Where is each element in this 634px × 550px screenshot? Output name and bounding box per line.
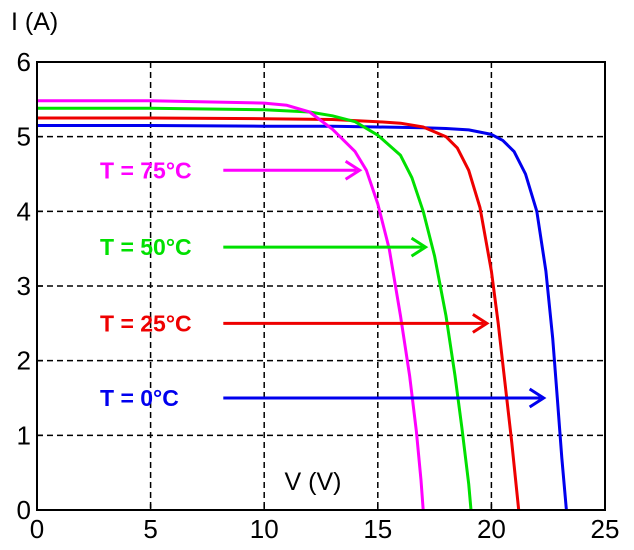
x-tick-label: 20 <box>477 514 506 544</box>
y-tick-label: 1 <box>17 420 31 450</box>
annotation-arrowhead <box>528 387 547 409</box>
y-tick-label: 2 <box>17 346 31 376</box>
y-tick-label: 4 <box>17 196 31 226</box>
x-tick-label: 25 <box>591 514 620 544</box>
annotation-layer: T = 75°C T = 50°C T = 25°C T = 0°C <box>100 157 547 411</box>
annotation-label: T = 75°C <box>100 157 192 183</box>
y-axis-label: I (A) <box>11 8 58 36</box>
y-tick-label: 3 <box>17 271 31 301</box>
series-layer <box>37 99 568 511</box>
x-tick-label: 10 <box>250 514 279 544</box>
x-tick-label: 15 <box>363 514 392 544</box>
x-axis-label: V (V) <box>285 468 342 496</box>
series-line-2 <box>37 106 473 511</box>
annotation-label: T = 0°C <box>100 385 179 411</box>
tick-layer: 0 5 10 15 20 25 0 1 2 3 4 5 6 <box>17 47 620 544</box>
series-line-1 <box>37 116 521 511</box>
y-tick-label: 5 <box>17 122 31 152</box>
grid-layer <box>37 62 605 510</box>
series-line-3 <box>37 99 425 511</box>
annotation-label: T = 50°C <box>100 234 192 260</box>
annotation-arrowhead <box>472 313 490 334</box>
y-tick-label: 0 <box>17 495 31 525</box>
annotation-arrowhead <box>344 160 363 181</box>
series-line-0 <box>37 124 568 511</box>
annotation-arrowhead <box>410 236 429 258</box>
x-tick-label: 0 <box>30 514 44 544</box>
y-tick-label: 6 <box>17 47 31 77</box>
x-tick-label: 5 <box>143 514 157 544</box>
annotation-label: T = 25°C <box>100 310 192 336</box>
